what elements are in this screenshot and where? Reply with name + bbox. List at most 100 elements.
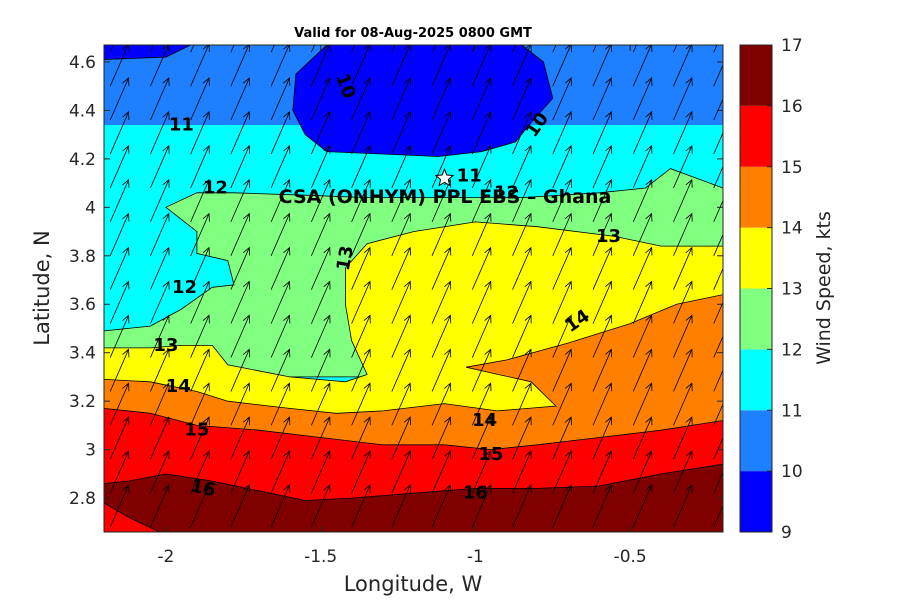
wind-arrow — [431, 45, 452, 87]
wind-arrow — [391, 348, 411, 392]
wind-arrow — [190, 348, 210, 392]
wind-arrow — [351, 484, 371, 528]
wind-arrow — [109, 280, 130, 324]
contour-label-12: 12 — [203, 177, 228, 198]
wind-arrow — [592, 45, 613, 87]
wind-arrow — [431, 314, 452, 358]
x-axis: -2 -1.5 -1 -0.5 — [157, 45, 647, 567]
wind-arrow — [471, 111, 492, 155]
wind-arrow — [109, 77, 130, 121]
wind-arrow — [351, 77, 371, 121]
wind-arrow — [471, 246, 492, 290]
wind-arrow — [190, 314, 210, 358]
wind-arrow — [150, 416, 170, 460]
wind-arrow — [632, 144, 653, 189]
wind-arrow — [632, 212, 653, 256]
wind-arrow — [512, 450, 532, 494]
wind-arrow — [109, 314, 130, 358]
wind-arrow — [190, 111, 210, 155]
y-tick-label: 3.4 — [69, 344, 96, 364]
wind-arrow — [431, 111, 452, 155]
contour-label-15: 15 — [184, 420, 209, 441]
wind-arrow — [431, 416, 452, 460]
wind-arrow — [109, 45, 130, 87]
wind-arrow — [109, 348, 130, 392]
wind-arrow — [512, 77, 532, 121]
wind-arrow — [592, 314, 613, 358]
wind-arrow — [471, 178, 492, 223]
colorbar-tick-label: 12 — [781, 340, 803, 360]
wind-arrow — [592, 382, 613, 426]
wind-arrow — [471, 280, 492, 324]
wind-arrow — [592, 280, 613, 324]
wind-arrow — [230, 77, 251, 121]
wind-arrow — [391, 111, 411, 155]
wind-arrow — [270, 77, 291, 121]
wind-arrow — [270, 212, 291, 256]
wind-arrow — [310, 77, 331, 121]
wind-arrow — [150, 45, 170, 87]
site-label: CSA (ONHYM) PPL EBS – Ghana — [279, 186, 612, 208]
wind-arrow — [230, 484, 251, 528]
wind-arrow — [471, 450, 492, 494]
wind-arrow — [351, 111, 371, 155]
x-tick-label: -1 — [467, 547, 484, 567]
wind-arrow — [632, 178, 653, 223]
wind-arrow — [230, 382, 251, 426]
wind-arrow — [391, 484, 411, 528]
wind-arrow — [270, 484, 291, 528]
wind-arrow — [632, 246, 653, 290]
wind-arrow — [150, 348, 170, 392]
wind-arrow — [310, 484, 331, 528]
wind-arrow — [552, 280, 572, 324]
y-tick-label: 4.2 — [69, 150, 96, 170]
y-tick-label: 3 — [85, 441, 96, 461]
wind-arrow — [150, 178, 170, 223]
wind-arrow — [230, 45, 251, 87]
colorbar-tick-label: 16 — [781, 97, 803, 117]
wind-arrow — [230, 348, 251, 392]
wind-arrow — [230, 144, 251, 189]
wind-arrow — [150, 484, 170, 528]
wind-arrow — [310, 212, 331, 256]
wind-arrow — [310, 382, 331, 426]
wind-arrow — [471, 45, 492, 87]
wind-arrow — [632, 111, 653, 155]
wind-arrow — [230, 178, 251, 223]
colorbar-swatch-9-10 — [740, 471, 772, 532]
contour-label-11: 11 — [169, 114, 194, 135]
wind-arrow — [592, 450, 613, 494]
wind-arrow — [150, 314, 170, 358]
wind-arrow — [552, 450, 572, 494]
y-tick-label: 3.6 — [69, 295, 96, 315]
wind-arrow — [552, 45, 572, 87]
wind-arrow — [592, 246, 613, 290]
wind-arrow — [351, 144, 371, 189]
wind-arrow — [552, 348, 572, 392]
y-tick-label: 4 — [85, 198, 96, 218]
wind-arrow — [471, 77, 492, 121]
wind-arrow — [190, 178, 210, 223]
wind-arrow — [673, 111, 693, 155]
wind-arrow — [190, 280, 210, 324]
contour-label-12: 12 — [172, 277, 197, 298]
wind-arrow — [552, 416, 572, 460]
wind-arrow — [512, 212, 532, 256]
site-marker — [434, 167, 455, 187]
wind-arrow — [512, 382, 532, 426]
wind-arrow — [673, 45, 693, 87]
wind-arrow — [230, 416, 251, 460]
wind-arrow — [632, 450, 653, 494]
colorbar-tick-label: 15 — [781, 158, 803, 178]
contour-label-14: 14 — [472, 410, 497, 431]
wind-arrow — [673, 348, 693, 392]
wind-arrow — [351, 382, 371, 426]
colorbar-swatch-13-14 — [740, 227, 772, 289]
wind-arrow — [431, 348, 452, 392]
wind-arrow — [109, 212, 130, 256]
wind-arrow — [592, 178, 613, 223]
wind-arrow — [512, 111, 532, 155]
colorbar-swatch-14-15 — [740, 166, 772, 228]
wind-arrow — [512, 314, 532, 358]
